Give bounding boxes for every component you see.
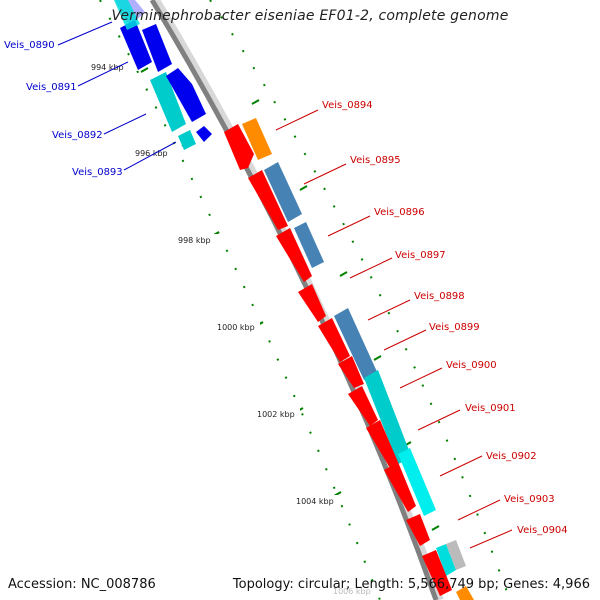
- gene-grey: [446, 540, 466, 570]
- tick-label: 998 kbp: [178, 236, 211, 245]
- gene-red-1: [224, 124, 254, 170]
- gene-steel-3: [334, 308, 378, 380]
- topology-text: Topology: circular; Length: 5,566,749 bp…: [232, 577, 590, 592]
- tick-label: 1000 kbp: [217, 323, 255, 332]
- genes-left: [114, 0, 212, 150]
- gene-label-veis-0897: Veis_0897: [395, 250, 446, 261]
- backbone-shadow: [152, 0, 444, 600]
- gene-cyan-1: [364, 370, 412, 464]
- gene-red-4: [298, 284, 326, 322]
- tick-label: 1002 kbp: [257, 410, 295, 419]
- gene-veis-0890: [120, 20, 152, 70]
- gene-red-7: [348, 386, 378, 426]
- tick-label: 1006 kbp: [333, 587, 371, 596]
- gene-veis-0892: [178, 130, 196, 150]
- gene-red-11: [422, 550, 452, 596]
- gene-label-veis-0904: Veis_0904: [517, 525, 568, 536]
- gene-red-10: [406, 514, 430, 546]
- gene-veis-0891: [150, 72, 186, 132]
- tick-label: 1004 kbp: [296, 497, 334, 506]
- gene-red-5: [318, 318, 350, 362]
- gene-label-veis-0894: Veis_0894: [322, 100, 373, 111]
- accession-text: Accession: NC_008786: [8, 577, 156, 592]
- gene-orange-1: [242, 118, 272, 160]
- right-labels: Veis_0894 Veis_0895 Veis_0896 Veis_0897 …: [275, 100, 568, 549]
- dotted-line-outer: [209, 0, 511, 600]
- tick-label: 996 kbp: [135, 149, 168, 158]
- gene-red-2: [248, 170, 288, 230]
- genes-right: [224, 118, 474, 600]
- gene-label-veis-0902: Veis_0902: [486, 451, 537, 462]
- gene-red-3: [276, 228, 312, 282]
- dotted-line-inner: [99, 0, 381, 600]
- gene-steel-1: [264, 162, 302, 222]
- gene-label-veis-0893: Veis_0893: [72, 167, 123, 178]
- gene-label-veis-0895: Veis_0895: [350, 155, 401, 166]
- gene-steel-2: [294, 222, 324, 268]
- tick-labels: 994 kbp 996 kbp 998 kbp 1000 kbp 1002 kb…: [88, 61, 371, 596]
- gene-veis-0893: [196, 126, 212, 142]
- gene-label-veis-0898: Veis_0898: [414, 291, 465, 302]
- gene-red-6: [338, 356, 364, 388]
- gene-label-veis-0903: Veis_0903: [504, 494, 555, 505]
- gene-label-veis-0900: Veis_0900: [446, 360, 497, 371]
- gene-label-veis-0901: Veis_0901: [465, 403, 516, 414]
- left-labels: Veis_0890 Veis_0891 Veis_0892 Veis_0893: [4, 21, 177, 178]
- gene-cyan: [114, 0, 140, 30]
- gene-label-veis-0892: Veis_0892: [52, 130, 103, 141]
- gene-label-veis-0896: Veis_0896: [374, 207, 425, 218]
- genome-title: Verminephrobacter eiseniae EF01-2, compl…: [111, 8, 509, 24]
- gene-label-veis-0891: Veis_0891: [26, 82, 77, 93]
- gene-red-9: [384, 462, 416, 512]
- gene-orange-2: [456, 586, 474, 600]
- gene-label-veis-0899: Veis_0899: [429, 322, 480, 333]
- tick-label: 994 kbp: [91, 63, 124, 72]
- gene-red-8: [366, 420, 398, 468]
- gene-cyan-2: [398, 448, 436, 516]
- gene-blue: [142, 24, 172, 72]
- gene-blue-2: [166, 68, 206, 122]
- gene-cyan-3: [436, 544, 456, 576]
- gene-label-veis-0890: Veis_0890: [4, 40, 55, 51]
